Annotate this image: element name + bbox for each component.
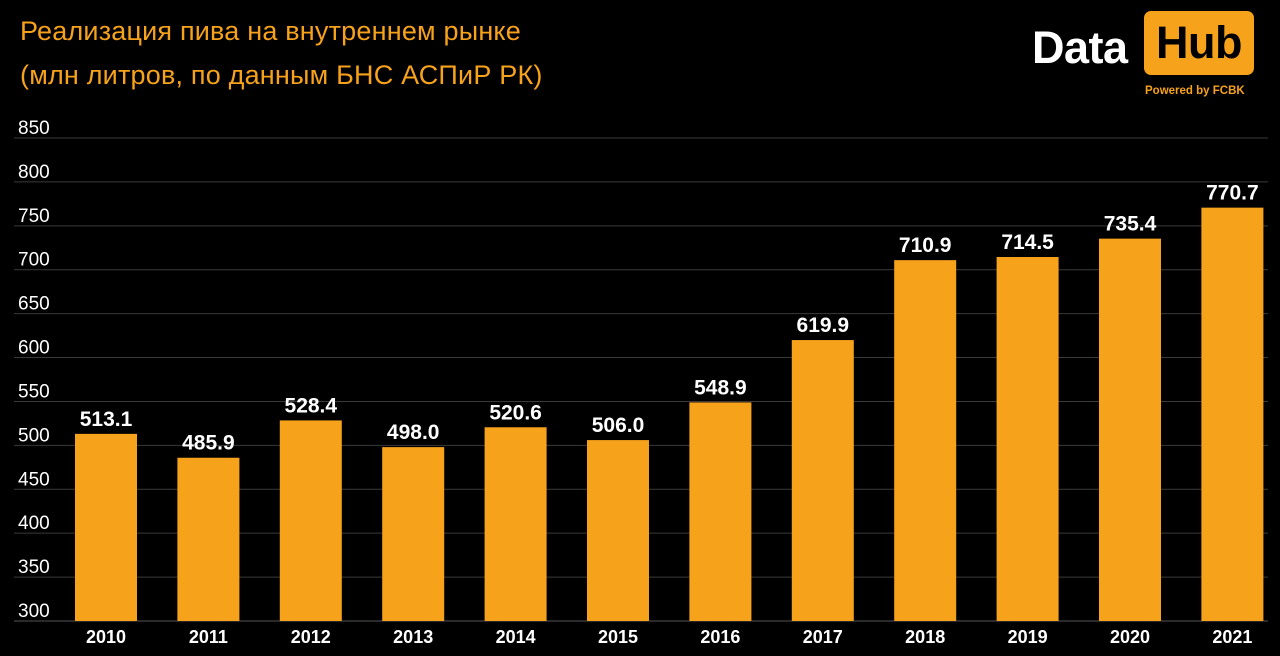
bar-value-label: 714.5 [1001, 231, 1054, 254]
x-tick-label: 2016 [700, 627, 740, 647]
bar-value-label: 498.0 [387, 421, 440, 444]
y-tick-label: 350 [18, 557, 50, 578]
x-tick-label: 2015 [598, 627, 638, 647]
bar-value-label: 770.7 [1206, 182, 1259, 205]
y-tick-label: 550 [18, 381, 50, 402]
y-tick-label: 400 [18, 513, 50, 534]
y-tick-label: 850 [18, 118, 50, 139]
x-tick-label: 2020 [1110, 627, 1150, 647]
bar [587, 440, 649, 621]
bar-value-label: 513.1 [80, 408, 133, 431]
bar [689, 402, 752, 621]
x-tick-label: 2018 [905, 627, 945, 647]
x-tick-label: 2021 [1212, 627, 1252, 647]
logo-data-text: Data [1032, 22, 1128, 73]
y-tick-label: 700 [18, 250, 50, 271]
bar [177, 457, 240, 621]
y-tick-label: 650 [18, 294, 50, 315]
bar-value-label: 548.9 [694, 376, 747, 399]
bar-value-label: 735.4 [1104, 213, 1157, 236]
bar [1099, 238, 1161, 621]
x-tick-label: 2010 [86, 627, 126, 647]
bar [1201, 207, 1264, 621]
bar [382, 447, 445, 621]
y-tick-label: 600 [18, 338, 50, 359]
x-tick-label: 2011 [189, 627, 228, 647]
bar-value-label: 619.9 [797, 314, 850, 337]
bar-value-label: 528.4 [285, 394, 338, 417]
bar [279, 420, 342, 621]
bar [75, 433, 137, 621]
chart-subtitle: (млн литров, по данным БНС АСПиР РК) [20, 60, 543, 90]
x-tick-label: 2019 [1008, 627, 1048, 647]
bar [484, 427, 547, 621]
bar [791, 340, 854, 621]
bar-value-label: 485.9 [182, 432, 235, 455]
y-tick-label: 300 [18, 601, 50, 622]
bar-value-label: 710.9 [899, 234, 952, 257]
x-tick-label: 2017 [803, 627, 843, 647]
bar [996, 256, 1059, 621]
bar [894, 260, 957, 621]
chart-title: Реализация пива на внутреннем рынке [20, 16, 521, 46]
datahub-logo: Data Hub Powered by FCBK [1032, 9, 1258, 99]
bar-value-label: 520.6 [489, 401, 542, 424]
logo-powered-by: Powered by FCBK [1145, 85, 1245, 97]
logo-hub-badge: Hub [1144, 11, 1254, 75]
bar-value-label: 506.0 [592, 414, 645, 437]
y-tick-label: 450 [18, 469, 50, 490]
y-tick-label: 800 [18, 162, 50, 183]
x-tick-label: 2014 [496, 627, 536, 647]
x-tick-label: 2012 [291, 627, 331, 647]
x-tick-label: 2013 [393, 627, 433, 647]
y-tick-label: 750 [18, 206, 50, 227]
y-tick-label: 500 [18, 425, 50, 446]
